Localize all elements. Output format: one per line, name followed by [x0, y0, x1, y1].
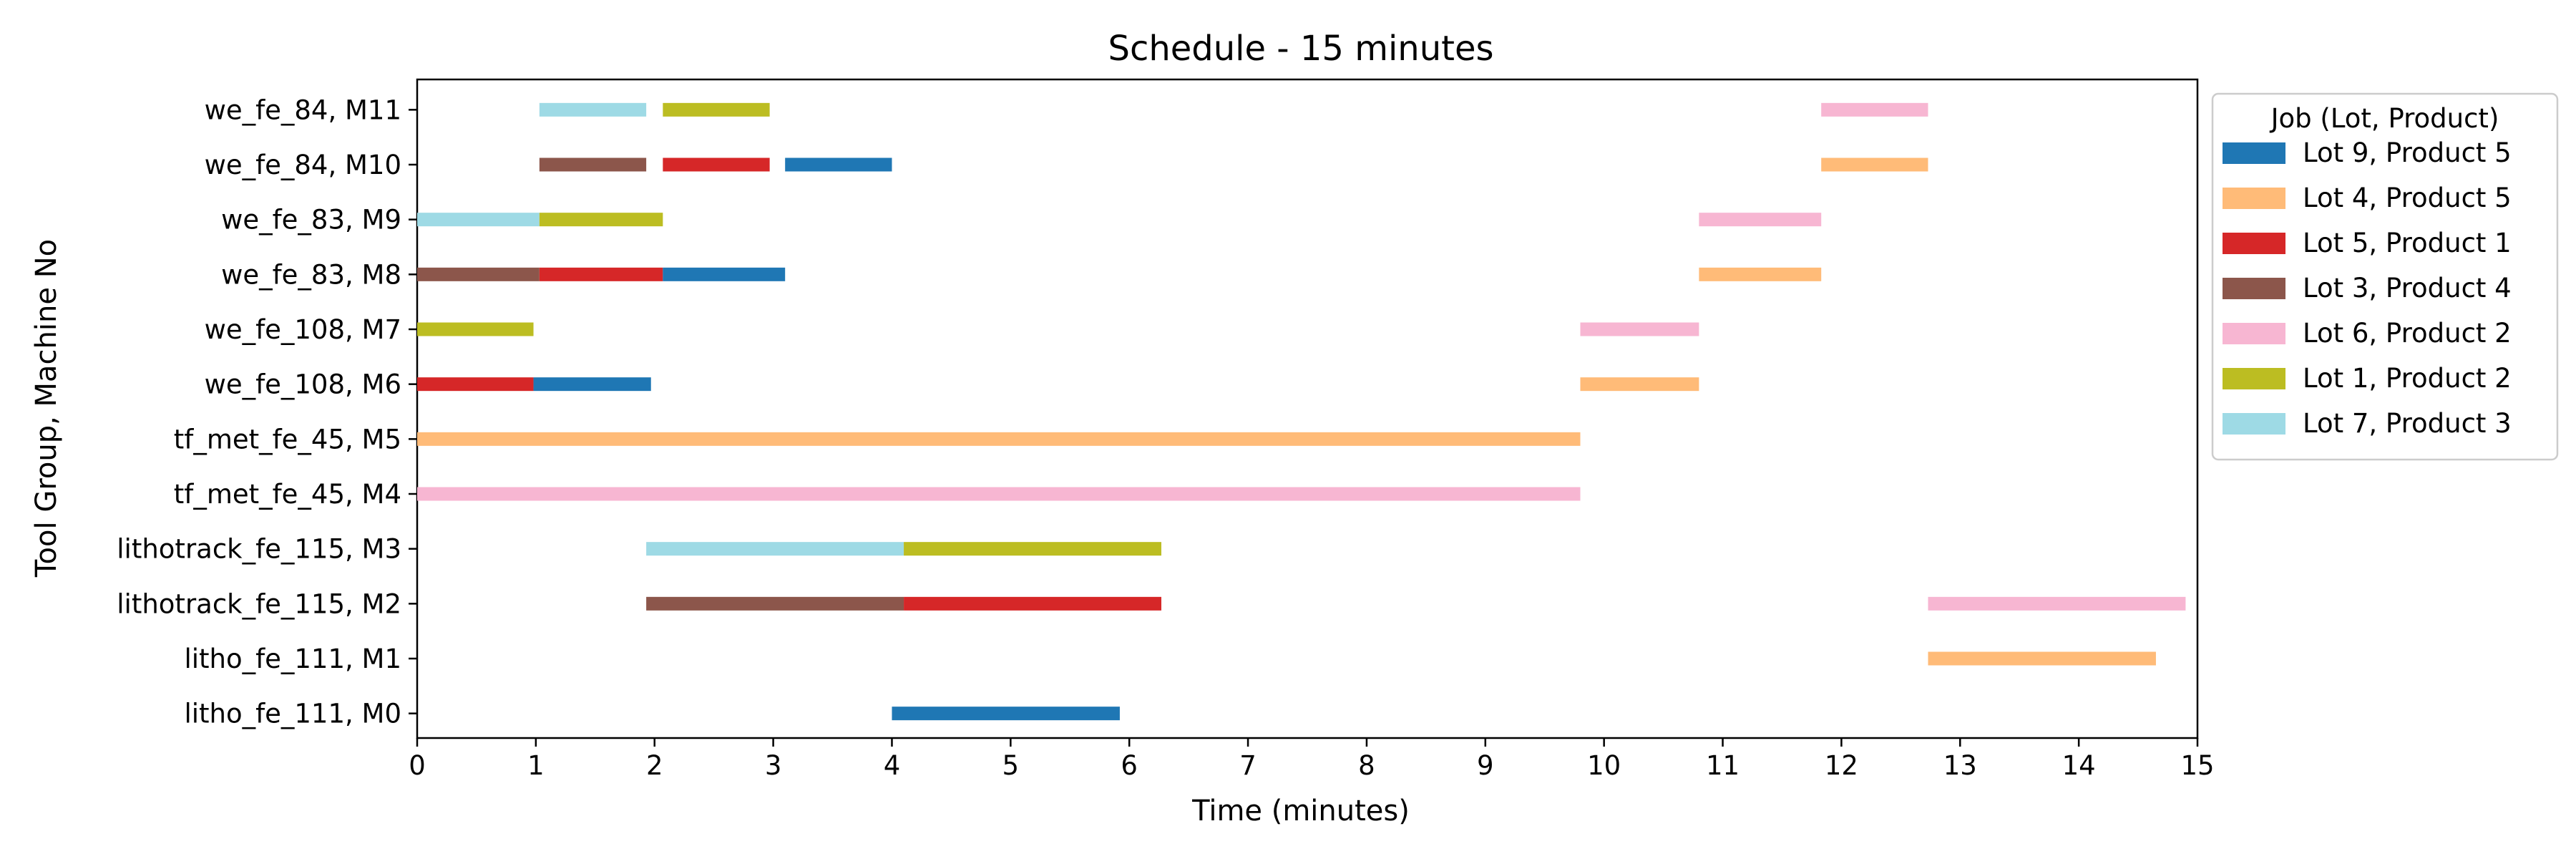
x-axis-label: Time (minutes) [1191, 795, 1410, 828]
task-bar [417, 213, 540, 227]
legend-item-label: Lot 6, Product 2 [2303, 318, 2512, 349]
y-axis-label: Tool Group, Machine No [30, 239, 63, 578]
x-tick-label: 2 [646, 750, 663, 781]
x-tick-label: 13 [1943, 750, 1977, 781]
y-tick-label: tf_met_fe_45, M5 [174, 424, 401, 455]
legend-item-label: Lot 5, Product 1 [2303, 228, 2512, 258]
task-bar [417, 487, 1581, 501]
x-tick-label: 1 [527, 750, 545, 781]
task-bar [1580, 322, 1699, 336]
x-tick-label: 0 [409, 750, 426, 781]
task-bar [663, 102, 770, 117]
y-tick-label: we_fe_84, M10 [205, 150, 401, 180]
plot-area [416, 78, 2199, 739]
legend-item-label: Lot 9, Product 5 [2303, 137, 2512, 168]
task-bar [663, 267, 786, 281]
legend-swatch [2223, 142, 2285, 164]
task-bar [1928, 651, 2156, 666]
task-bar [646, 596, 904, 611]
x-tick-label: 4 [884, 750, 901, 781]
task-bar [785, 157, 892, 172]
legend-swatch [2223, 188, 2285, 209]
x-tick-label: 7 [1239, 750, 1257, 781]
legend-frame [2211, 92, 2559, 461]
legend-item-label: Lot 3, Product 4 [2303, 273, 2512, 304]
x-tick-label: 6 [1121, 750, 1138, 781]
task-bar [892, 707, 1120, 721]
plot-frame [416, 78, 2199, 739]
legend-swatch [2223, 278, 2285, 299]
x-tick-label: 12 [1825, 750, 1858, 781]
legend-swatch [2223, 413, 2285, 435]
bars-group [417, 102, 2186, 721]
legend-swatch [2223, 323, 2285, 344]
task-bar [663, 157, 770, 172]
y-tick-label: litho_fe_111, M1 [184, 644, 401, 674]
legend-item-label: Lot 4, Product 5 [2303, 183, 2512, 213]
task-bar [904, 596, 1161, 611]
task-bar [1580, 377, 1699, 392]
x-tick-label: 8 [1358, 750, 1375, 781]
y-tick-label: litho_fe_111, M0 [184, 699, 401, 729]
legend-item-label: Lot 7, Product 3 [2303, 408, 2512, 439]
x-tick-label: 9 [1477, 750, 1494, 781]
task-bar [539, 157, 647, 172]
task-bar [539, 102, 647, 117]
y-tick-label: lithotrack_fe_115, M3 [117, 534, 401, 565]
y-tick-label: we_fe_108, M7 [205, 314, 401, 345]
task-bar [417, 432, 1581, 446]
task-bar [1928, 596, 2186, 611]
task-bar [417, 267, 540, 281]
x-tick-label: 15 [2180, 750, 2214, 781]
x-tick-label: 14 [2062, 750, 2096, 781]
x-tick-label: 11 [1706, 750, 1740, 781]
y-tick-label: we_fe_84, M11 [205, 94, 401, 125]
task-bar [1699, 267, 1822, 281]
chart-title: Schedule - 15 minutes [1108, 29, 1493, 69]
legend-swatch [2223, 368, 2285, 389]
y-tick-label: lithotrack_fe_115, M2 [117, 588, 401, 619]
y-tick-label: tf_met_fe_45, M4 [174, 479, 401, 510]
x-tick-label: 10 [1587, 750, 1621, 781]
task-bar [417, 322, 534, 336]
y-tick-label: we_fe_83, M9 [221, 205, 401, 236]
task-bar [539, 267, 663, 281]
task-bar [533, 377, 651, 392]
y-tick-label: we_fe_108, M6 [205, 369, 401, 400]
task-bar [646, 542, 904, 556]
task-bar [1699, 213, 1822, 227]
x-axis: 0 1 2 3 4 5 6 7 8 9 10 11 12 13 14 15 [409, 738, 2215, 781]
y-tick-label: we_fe_83, M8 [221, 259, 401, 290]
task-bar [417, 377, 534, 392]
y-axis: we_fe_84, M11 we_fe_84, M10 we_fe_83, M9 we… [117, 94, 417, 729]
legend-item-label: Lot 1, Product 2 [2303, 363, 2512, 394]
task-bar [1821, 157, 1928, 172]
task-bar [539, 213, 663, 227]
task-bar [904, 542, 1161, 556]
legend-swatch [2223, 233, 2285, 254]
x-tick-label: 3 [765, 750, 782, 781]
legend: Job (Lot, Product)Lot 9, Product 5 Lot 4,… [2211, 92, 2559, 461]
legend-title: Job (Lot, Product) [2270, 103, 2499, 134]
task-bar [1821, 102, 1928, 117]
x-tick-label: 5 [1002, 750, 1020, 781]
